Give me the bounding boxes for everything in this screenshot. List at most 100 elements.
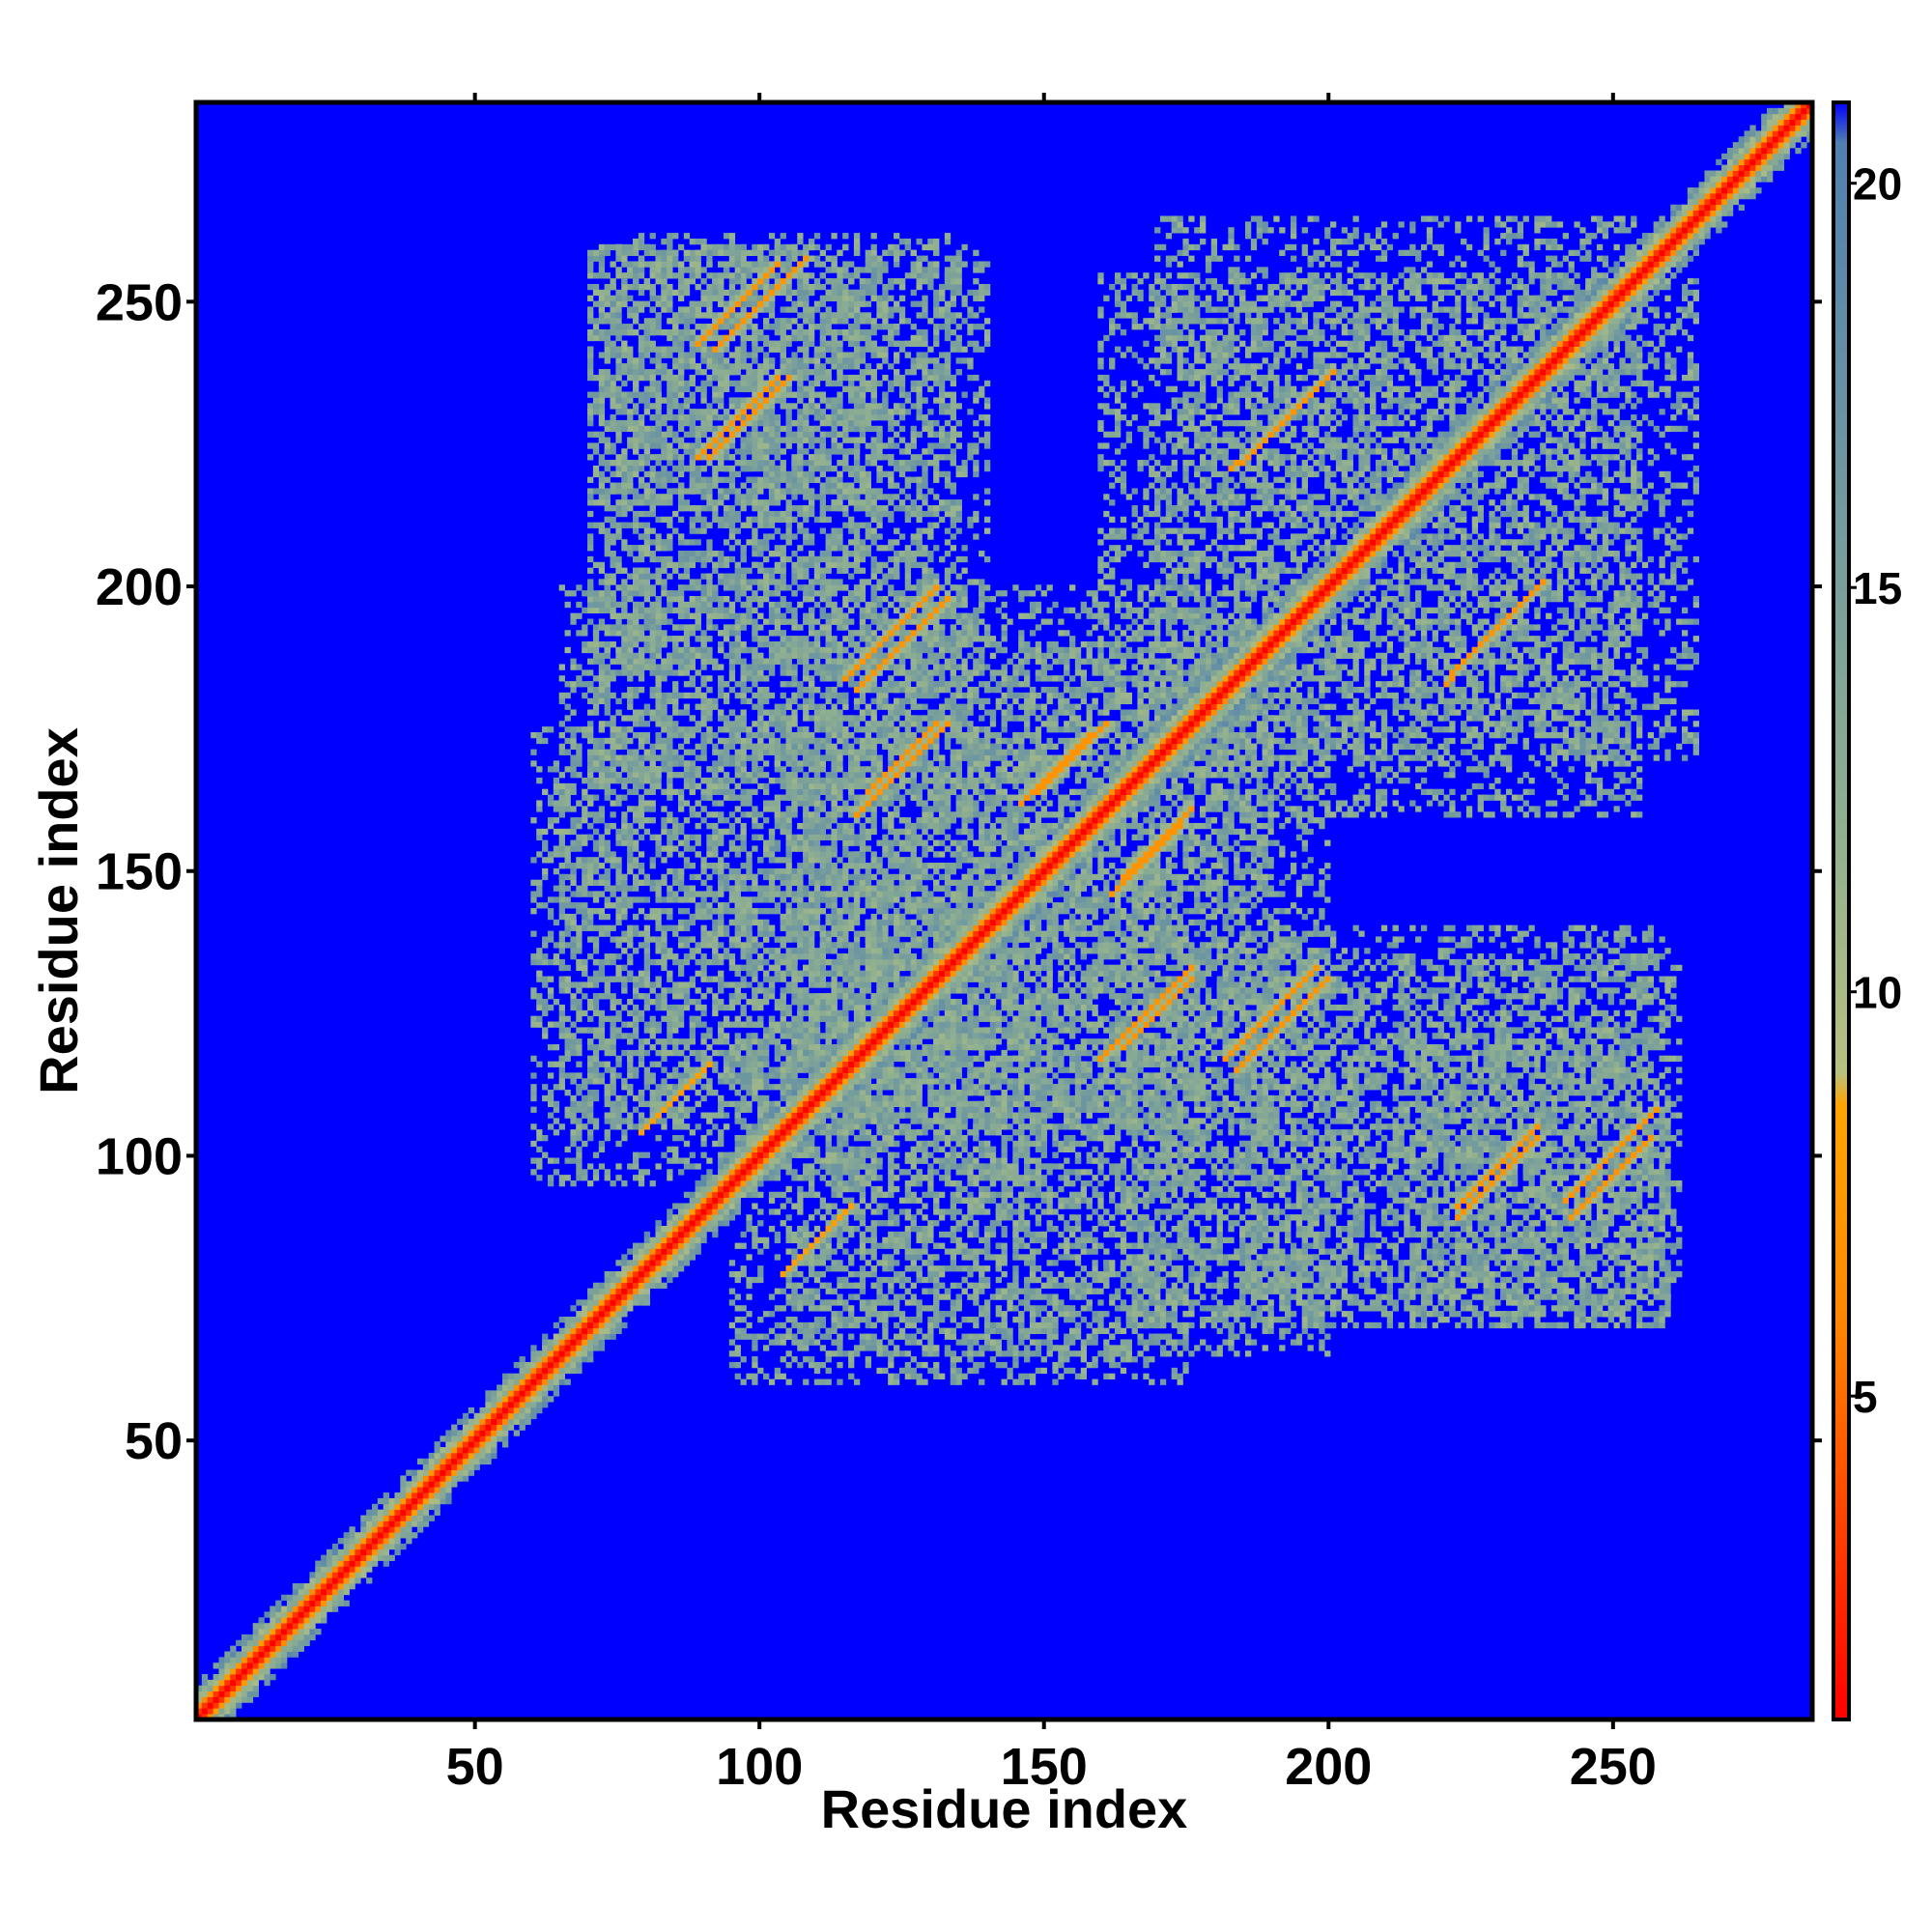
heatmap-cell <box>1342 1118 1348 1123</box>
heatmap-cell <box>1387 1062 1393 1067</box>
heatmap-cell <box>1115 432 1121 438</box>
heatmap-cell <box>1512 1084 1518 1090</box>
heatmap-cell <box>945 579 951 584</box>
heatmap-cell <box>1319 1271 1324 1277</box>
heatmap-cell <box>1353 721 1359 726</box>
heatmap-cell <box>621 494 627 499</box>
heatmap-cell <box>1591 1084 1597 1090</box>
heatmap-cell <box>888 483 894 489</box>
heatmap-cell <box>1172 324 1178 329</box>
heatmap-cell <box>922 312 927 318</box>
heatmap-cell <box>1636 1169 1642 1175</box>
heatmap-cell <box>848 381 854 386</box>
heatmap-cell <box>1279 959 1285 965</box>
heatmap-cell <box>1557 1158 1563 1164</box>
heatmap-cell <box>1121 579 1126 584</box>
heatmap-cell <box>661 347 667 353</box>
heatmap-cell <box>1551 1169 1557 1175</box>
heatmap-cell <box>1097 306 1103 312</box>
heatmap-cell <box>1358 965 1364 971</box>
heatmap-cell <box>1381 1078 1387 1084</box>
heatmap-cell <box>1182 375 1188 381</box>
heatmap-cell <box>735 290 741 296</box>
heatmap-cell <box>1614 1027 1620 1033</box>
heatmap-cell <box>1449 811 1455 817</box>
heatmap-cell <box>644 426 650 432</box>
heatmap-cell <box>922 329 927 335</box>
heatmap-cell <box>661 556 667 562</box>
heatmap-cell <box>1603 1248 1608 1254</box>
heatmap-cell <box>1342 715 1348 721</box>
heatmap-cell <box>1285 704 1291 710</box>
heatmap-cell <box>1103 403 1109 409</box>
heatmap-cell <box>1370 721 1376 726</box>
heatmap-cell <box>1342 1141 1348 1147</box>
heatmap-cell <box>1409 754 1415 760</box>
heatmap-cell <box>826 551 832 556</box>
heatmap-cell <box>1461 1038 1466 1044</box>
heatmap-cell <box>1245 789 1251 795</box>
heatmap-cell <box>1109 386 1115 392</box>
heatmap-cell <box>837 357 842 363</box>
heatmap-cell <box>1115 414 1121 420</box>
heatmap-cell <box>1512 1169 1518 1175</box>
heatmap-cell <box>1217 347 1223 353</box>
heatmap-cell <box>1200 811 1206 817</box>
heatmap-cell <box>1376 1305 1381 1311</box>
heatmap-cell <box>1398 704 1404 710</box>
heatmap-cell <box>1478 1147 1484 1152</box>
heatmap-cell <box>706 539 712 545</box>
heatmap-cell <box>922 244 927 250</box>
heatmap-cell <box>911 596 917 602</box>
heatmap-cell <box>655 267 661 272</box>
heatmap-cell <box>605 301 611 307</box>
heatmap-cell <box>1398 754 1404 760</box>
heatmap-cell <box>1546 1198 1551 1204</box>
heatmap-cell <box>1433 1123 1438 1129</box>
heatmap-cell <box>621 347 627 353</box>
heatmap-cell <box>1211 454 1217 460</box>
heatmap-cell <box>1603 977 1608 982</box>
heatmap-cell <box>1279 1175 1285 1180</box>
heatmap-cell <box>718 392 724 398</box>
heatmap-cell <box>1484 1147 1490 1152</box>
heatmap-cell <box>1398 760 1404 766</box>
heatmap-cell <box>1194 528 1200 534</box>
heatmap-cell <box>1313 1101 1319 1107</box>
heatmap-cell <box>1484 1220 1490 1226</box>
heatmap-cell <box>1484 1305 1490 1311</box>
heatmap-cell <box>860 619 866 625</box>
heatmap-cell <box>1597 959 1603 965</box>
heatmap-cell <box>1342 1147 1348 1152</box>
heatmap-cell <box>1103 392 1109 398</box>
heatmap-cell <box>1557 1163 1563 1169</box>
heatmap-cell <box>735 528 741 534</box>
heatmap-cell <box>667 386 672 392</box>
heatmap-cell <box>1404 1113 1409 1119</box>
heatmap-cell <box>837 392 842 398</box>
heatmap-cell <box>1557 1198 1563 1204</box>
heatmap-cell <box>1097 659 1103 665</box>
heatmap-cell <box>951 426 956 432</box>
heatmap-cell <box>1149 357 1154 363</box>
heatmap-cell <box>1143 272 1149 278</box>
heatmap-cell <box>1528 1299 1534 1305</box>
heatmap-cell <box>1676 1016 1682 1022</box>
heatmap-cell <box>1534 760 1540 766</box>
heatmap-cell <box>1415 1277 1421 1283</box>
heatmap-cell <box>1478 806 1484 811</box>
heatmap-cell <box>1342 811 1348 817</box>
heatmap-cell <box>1455 1186 1461 1192</box>
heatmap-cell <box>939 381 945 386</box>
heatmap-cell <box>741 397 747 403</box>
heatmap-cell <box>1433 1220 1438 1226</box>
heatmap-cell <box>1319 977 1324 982</box>
heatmap-cell <box>1308 693 1314 698</box>
heatmap-cell <box>826 669 832 675</box>
heatmap-cell <box>718 562 724 568</box>
heatmap-cell <box>860 545 866 551</box>
heatmap-cell <box>809 505 814 511</box>
heatmap-cell <box>1358 721 1364 726</box>
heatmap-cell <box>1200 335 1206 341</box>
heatmap-cell <box>951 301 956 307</box>
